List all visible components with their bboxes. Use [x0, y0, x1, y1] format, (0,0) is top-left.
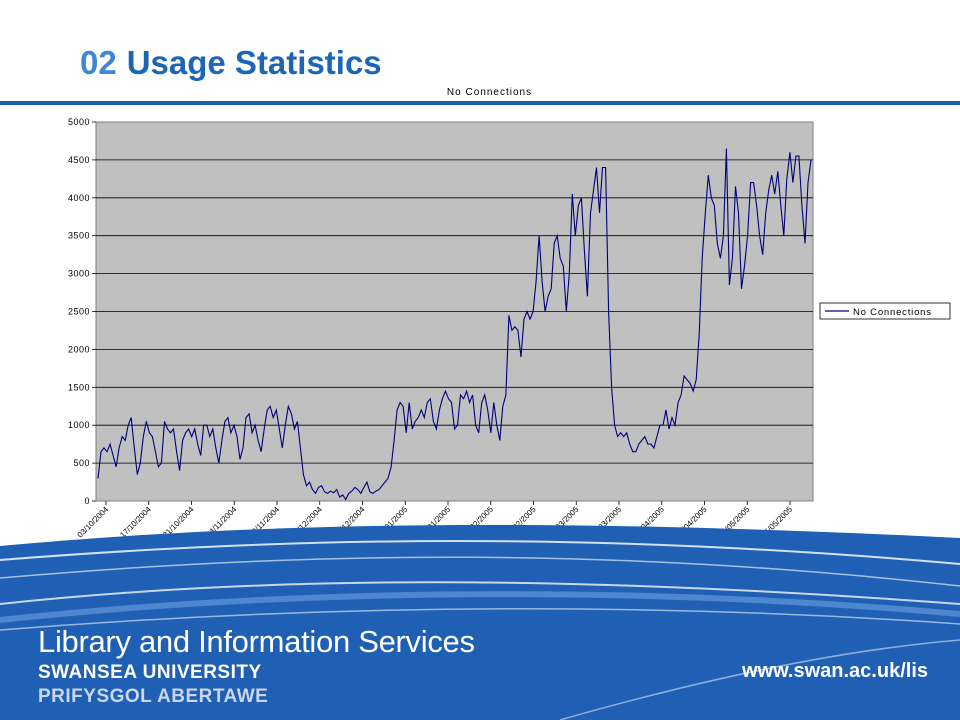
y-tick-label: 1000	[68, 420, 90, 430]
department-name: Library and Information Services	[38, 624, 475, 659]
y-tick-label: 3500	[68, 231, 90, 241]
university-name-english: SWANSEA UNIVERSITY	[38, 662, 262, 683]
series-line-no-connections	[97, 148, 812, 501]
title-rule	[0, 101, 960, 105]
y-tick-label: 2000	[68, 344, 90, 354]
legend-label: No Connections	[853, 307, 932, 318]
chart-title: No Connections	[447, 87, 532, 98]
footer-wave-graphic	[0, 524, 960, 720]
y-tick-label: 5000	[68, 117, 90, 127]
university-name-welsh: PRIFYSGOL ABERTAWE	[38, 686, 269, 707]
y-tick-label: 4000	[68, 193, 90, 203]
legend-box	[819, 302, 951, 320]
y-tick-label: 3000	[68, 269, 90, 279]
website-link[interactable]: www.swan.ac.uk/lis	[742, 660, 928, 682]
y-tick-label: 500	[73, 458, 90, 468]
y-tick-label: 1500	[68, 382, 90, 392]
slide-title-text: Usage Statistics	[126, 44, 382, 81]
y-tick-label: 2500	[68, 307, 90, 317]
slide-number: 02	[80, 44, 117, 81]
line-chart: No Connections 0 500 1000 1500 2000 2500 3000 35…	[68, 87, 951, 540]
y-tick-label: 4500	[68, 155, 90, 165]
y-tick-label: 0	[84, 496, 90, 506]
slide-title: 02 Usage Statistics	[80, 44, 382, 82]
footer-banner	[0, 520, 960, 720]
